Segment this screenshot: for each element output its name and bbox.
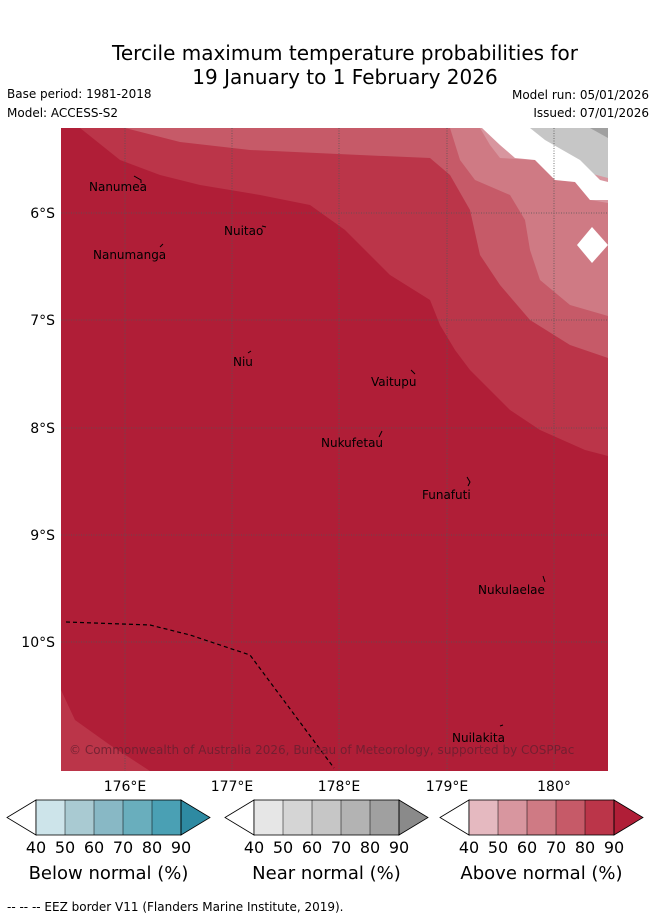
above-normal-tick-50: 50 <box>487 838 509 857</box>
above-normal-colorbar <box>439 799 644 836</box>
above-normal-swatch-60 <box>527 800 556 835</box>
below-normal-tick-90: 90 <box>170 838 192 857</box>
above-normal-title: Above normal (%) <box>460 863 623 884</box>
place-nuitao: Nuitao <box>224 224 263 238</box>
place-nuilakita: Nuilakita <box>452 731 505 745</box>
title-line-1: Tercile maximum temperature probabilitie… <box>112 41 578 65</box>
place-funafuti: Funafuti <box>422 488 471 502</box>
near-normal-tick-50: 50 <box>272 838 294 857</box>
near-normal-swatch-60 <box>312 800 341 835</box>
near-normal-swatch-70 <box>341 800 370 835</box>
below-normal-colorbar <box>6 799 211 836</box>
place-niu: Niu <box>233 355 253 369</box>
near-normal-tick-90: 90 <box>388 838 410 857</box>
lat-label-10s: 10°S <box>21 635 55 651</box>
copyright-notice: © Commonwealth of Australia 2026, Bureau… <box>69 743 574 757</box>
above-normal-tick-40: 40 <box>458 838 480 857</box>
place-nukufetau: Nukufetau <box>321 436 383 450</box>
base-period: Base period: 1981-2018 <box>7 87 152 101</box>
above-normal-swatch-80 <box>585 800 614 835</box>
below-normal-swatch-70 <box>123 800 152 835</box>
lat-label-7s: 7°S <box>30 313 55 329</box>
below-normal-tick-70: 70 <box>112 838 134 857</box>
below-normal-swatch-50 <box>65 800 94 835</box>
issued-date: Issued: 07/01/2026 <box>533 106 649 120</box>
eez-footnote: -- -- -- EEZ border V11 (Flanders Marine… <box>7 900 344 914</box>
near-normal-colorbar <box>224 799 429 836</box>
near-normal-tick-60: 60 <box>301 838 323 857</box>
below-normal-tick-60: 60 <box>83 838 105 857</box>
above-normal-tick-60: 60 <box>516 838 538 857</box>
place-nukulaelae: Nukulaelae <box>478 583 545 597</box>
below-normal-title: Below normal (%) <box>28 863 189 884</box>
near-normal-tick-80: 80 <box>359 838 381 857</box>
probability-fill <box>61 128 608 771</box>
lon-label-177e: 177°E <box>211 779 254 795</box>
above-normal-high-extend <box>613 799 644 836</box>
near-normal-swatch-50 <box>283 800 312 835</box>
below-normal-tick-80: 80 <box>141 838 163 857</box>
below-normal-tick-40: 40 <box>25 838 47 857</box>
below-normal-tick-50: 50 <box>54 838 76 857</box>
near-normal-tick-40: 40 <box>243 838 265 857</box>
lat-label-6s: 6°S <box>30 206 55 222</box>
below-normal-swatch-40 <box>36 800 65 835</box>
eez-border <box>65 621 335 769</box>
below-normal-swatch-80 <box>152 800 181 835</box>
place-nanumea: Nanumea <box>89 180 147 194</box>
above-normal-swatch-40 <box>469 800 498 835</box>
below-normal-low-extend <box>6 799 37 836</box>
model-run: Model run: 05/01/2026 <box>511 88 649 102</box>
above-normal-swatch-70 <box>556 800 585 835</box>
above-normal-low-extend <box>439 799 470 836</box>
lon-label-179e: 179°E <box>426 779 469 795</box>
model-name: Model: ACCESS-S2 <box>7 106 119 120</box>
island-outlines <box>133 175 546 727</box>
near-normal-tick-70: 70 <box>330 838 352 857</box>
lat-label-9s: 9°S <box>30 528 55 544</box>
grid-lines <box>61 128 608 771</box>
near-normal-swatch-40 <box>254 800 283 835</box>
above-normal-tick-70: 70 <box>545 838 567 857</box>
place-vaitupu: Vaitupu <box>371 375 417 389</box>
near-normal-title: Near normal (%) <box>252 863 401 884</box>
lon-label-180: 180° <box>537 779 571 795</box>
colorbar-group <box>6 799 644 836</box>
above-normal-tick-90: 90 <box>603 838 625 857</box>
above-normal-swatch-50 <box>498 800 527 835</box>
near-normal-swatch-80 <box>370 800 399 835</box>
lat-label-8s: 8°S <box>30 421 55 437</box>
near-normal-high-extend <box>398 799 429 836</box>
below-normal-high-extend <box>180 799 211 836</box>
place-nanumanga: Nanumanga <box>93 248 166 262</box>
lon-label-176e: 176°E <box>104 779 147 795</box>
above-normal-tick-80: 80 <box>574 838 596 857</box>
below-normal-swatch-60 <box>94 800 123 835</box>
title-line-2: 19 January to 1 February 2026 <box>192 65 498 89</box>
lon-label-178e: 178°E <box>318 779 361 795</box>
near-normal-low-extend <box>224 799 255 836</box>
